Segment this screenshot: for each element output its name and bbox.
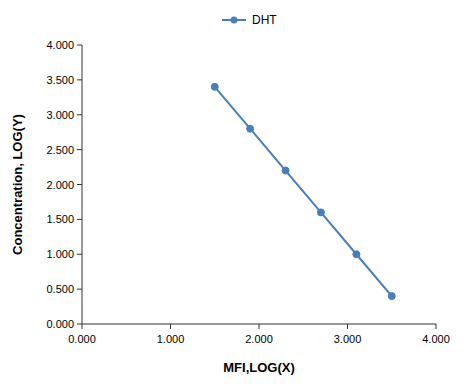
- plot-area: [211, 83, 395, 299]
- y-tick-label: 2.500: [46, 144, 74, 156]
- y-tick: [77, 79, 82, 80]
- point: [388, 293, 395, 300]
- x-tick-label: 1.000: [157, 333, 185, 345]
- y-tick: [77, 289, 82, 290]
- y-tick-label: 0.000: [46, 318, 74, 330]
- y-tick: [77, 254, 82, 255]
- y-tick-label: 2.000: [46, 179, 74, 191]
- y-tick: [77, 45, 82, 46]
- x-tick: [170, 324, 171, 329]
- legend: DHT: [222, 13, 277, 27]
- point: [282, 167, 289, 174]
- x-tick: [436, 324, 437, 329]
- y-tick: [77, 114, 82, 115]
- x-tick-label: 3.000: [334, 333, 362, 345]
- point: [353, 251, 360, 258]
- y-tick: [77, 324, 82, 325]
- y-tick: [77, 184, 82, 185]
- x-axis-title: MFI,LOG(X): [223, 360, 295, 375]
- y-tick: [77, 149, 82, 150]
- y-tick-label: 4.000: [46, 39, 74, 51]
- x-tick-label: 2.000: [245, 333, 273, 345]
- legend-label: DHT: [252, 13, 277, 27]
- series-line: [215, 87, 392, 296]
- x-tick-label: 4.000: [422, 333, 450, 345]
- y-tick: [77, 219, 82, 220]
- point: [247, 125, 254, 132]
- y-axis-title: Concentration, LOG(Y): [10, 114, 25, 255]
- x-tick: [259, 324, 260, 329]
- y-tick-label: 1.500: [46, 213, 74, 225]
- y-tick-label: 1.000: [46, 248, 74, 260]
- y-tick-label: 3.000: [46, 109, 74, 121]
- y-tick-label: 3.500: [46, 74, 74, 86]
- x-tick-label: 0.000: [68, 333, 96, 345]
- x-tick: [347, 324, 348, 329]
- legend-marker: [231, 17, 238, 24]
- point: [211, 83, 218, 90]
- point: [317, 209, 324, 216]
- chart: 0.000 0.500 1.000 1.500 2.000 2.500 3.000 3.500…: [0, 0, 469, 392]
- x-tick: [82, 324, 83, 329]
- y-tick-label: 0.500: [46, 283, 74, 295]
